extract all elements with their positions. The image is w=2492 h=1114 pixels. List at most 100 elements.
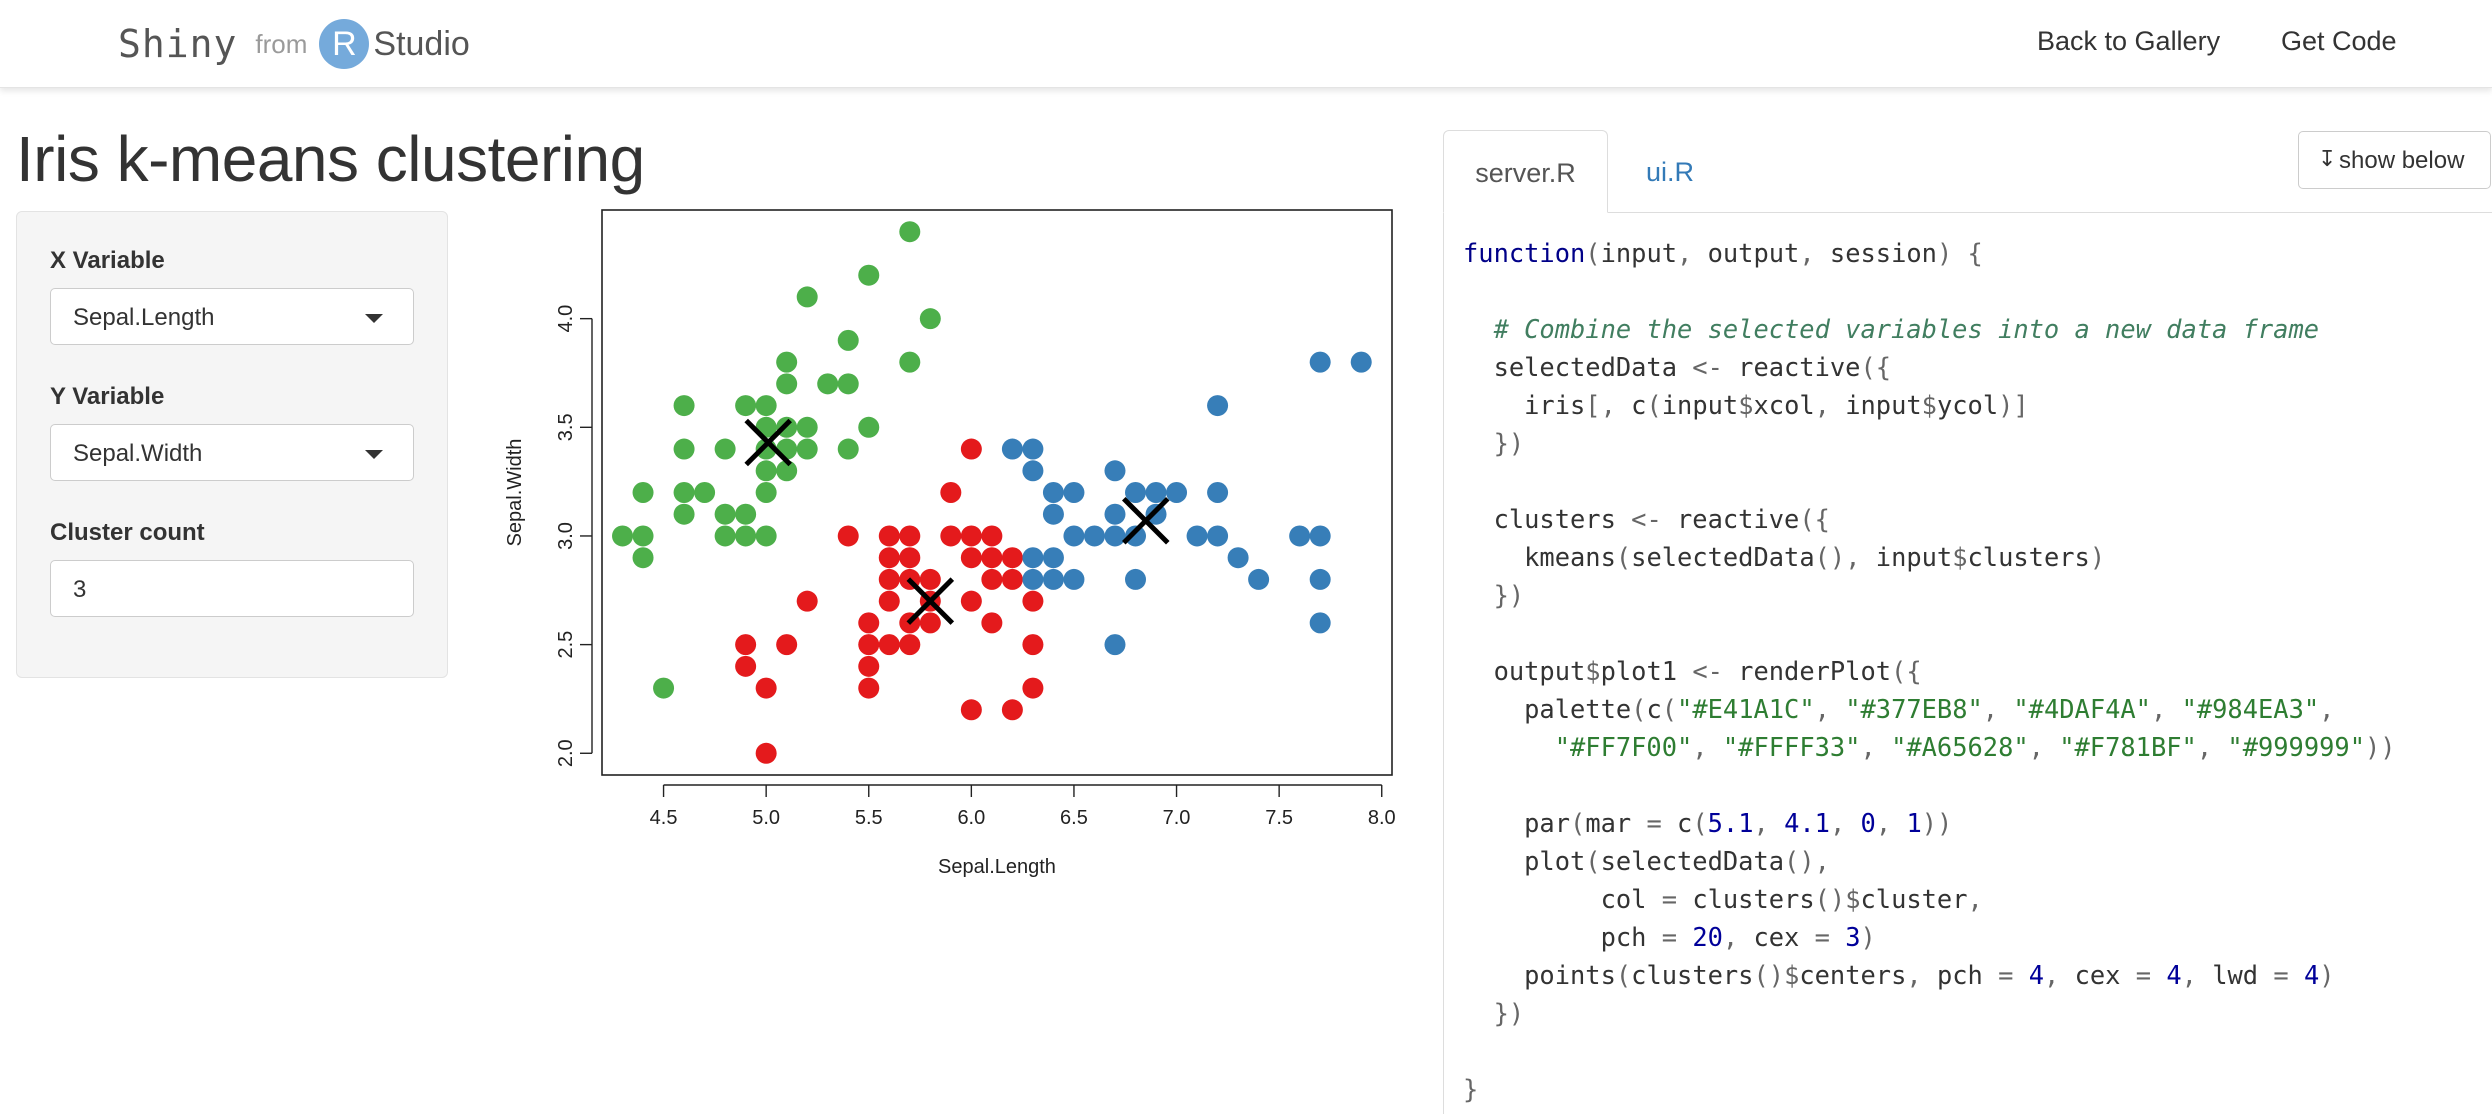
data-point — [1063, 525, 1085, 547]
data-point — [960, 438, 982, 460]
cluster-center-marker — [906, 577, 955, 625]
data-point — [1022, 634, 1044, 656]
data-point — [1207, 525, 1229, 547]
data-point — [714, 525, 736, 547]
data-point — [899, 634, 921, 656]
code-line: par(mar = c(5.1, 4.1, 0, 1)) — [1463, 808, 1953, 838]
data-point — [837, 373, 859, 395]
y-variable-label: Y Variable — [50, 383, 165, 410]
data-point — [735, 655, 757, 677]
data-point — [755, 677, 777, 699]
y-tick-label: 4.0 — [555, 305, 577, 333]
brand-shiny: Shiny — [118, 22, 238, 66]
navbar: Shiny from R Studio Back to Gallery Get … — [0, 0, 2492, 88]
data-point — [1022, 547, 1044, 569]
code-line: pch = 20, cex = 3) — [1463, 922, 1876, 952]
tab-ui-r[interactable]: ui.R — [1610, 130, 1730, 213]
data-point — [755, 482, 777, 503]
data-point — [1166, 482, 1188, 503]
x-tick-label: 7.0 — [1163, 807, 1191, 829]
cluster-count-value: 3 — [73, 576, 87, 603]
data-point — [878, 547, 900, 569]
data-point — [1001, 547, 1023, 569]
data-point — [817, 373, 839, 395]
data-point — [673, 438, 695, 460]
data-point — [673, 482, 695, 503]
data-point — [1001, 438, 1023, 460]
x-variable-value: Sepal.Length — [73, 304, 215, 331]
data-point — [960, 525, 982, 547]
data-point — [858, 655, 880, 677]
x-variable-select[interactable]: Sepal.Length — [50, 288, 414, 345]
code-line — [1463, 614, 2396, 652]
data-point — [632, 525, 654, 547]
data-point — [1125, 525, 1147, 547]
caret-down-icon — [365, 314, 383, 323]
data-point — [899, 547, 921, 569]
data-point — [755, 460, 777, 482]
code-line — [1463, 462, 2396, 500]
x-tick-label: 4.5 — [650, 807, 678, 829]
data-point — [1104, 634, 1126, 656]
data-point — [858, 416, 880, 438]
code-line: }) — [1493, 428, 1525, 458]
data-point — [1022, 677, 1044, 699]
code-line: kmeans(selectedData(), input$clusters) — [1463, 542, 2106, 572]
data-point — [735, 634, 757, 656]
data-point — [1042, 568, 1064, 590]
data-point — [1207, 395, 1229, 417]
shiny-rstudio-logo[interactable]: Shiny from R Studio — [118, 14, 470, 74]
data-point — [796, 286, 818, 308]
data-point — [1022, 590, 1044, 612]
page-title: Iris k-means clustering — [16, 123, 645, 195]
data-point — [1022, 460, 1044, 482]
y-variable-select[interactable]: Sepal.Width — [50, 424, 414, 481]
show-below-button[interactable]: ↧ show below — [2298, 131, 2491, 189]
data-point — [1125, 568, 1147, 590]
tab-server-r[interactable]: server.R — [1443, 130, 1608, 213]
tabs-divider — [1443, 212, 2492, 213]
data-point — [796, 416, 818, 438]
data-point — [1350, 351, 1372, 373]
data-point — [837, 525, 859, 547]
data-point — [899, 221, 921, 243]
x-tick-label: 6.5 — [1060, 807, 1088, 829]
cluster-count-input[interactable]: 3 — [50, 560, 414, 617]
data-point — [796, 438, 818, 460]
data-point — [878, 568, 900, 590]
get-code-link[interactable]: Get Code — [2281, 26, 2397, 56]
back-to-gallery-link[interactable]: Back to Gallery — [2037, 26, 2221, 56]
code-line: col = clusters()$cluster, — [1463, 884, 1983, 914]
tab-server-r-label: server.R — [1475, 158, 1576, 188]
data-point — [858, 677, 880, 699]
show-below-label: show below — [2339, 147, 2465, 174]
kmeans-scatter-plot: 4.5 5.0 5.5 6.0 6.5 7.0 7.5 8.0 2.0 2.5 3.0 3.5 4.0 S… — [504, 209, 1396, 878]
plot-frame — [601, 209, 1393, 776]
code-line: }) — [1493, 580, 1525, 610]
data-point — [735, 503, 757, 525]
x-tick-label: 5.0 — [752, 807, 780, 829]
data-point — [919, 612, 941, 634]
code-line: iris[, c(input$xcol, input$ycol)] — [1463, 390, 2029, 420]
x-axis-title: Sepal.Length — [938, 856, 1056, 878]
data-point — [632, 482, 654, 503]
data-point — [858, 634, 880, 656]
data-point — [1104, 525, 1126, 547]
data-point — [776, 634, 798, 656]
down-arrow-icon: ↧ — [2318, 147, 2337, 172]
cluster-count-label: Cluster count — [50, 519, 205, 546]
code-panel — [1443, 212, 2492, 1114]
code-line — [1463, 272, 2396, 310]
brand-studio: Studio — [373, 24, 470, 63]
data-point — [960, 590, 982, 612]
data-point — [878, 590, 900, 612]
code-line: selectedData <- reactive({ — [1463, 352, 1892, 382]
x-tick-label: 7.5 — [1265, 807, 1293, 829]
data-point — [981, 525, 1003, 547]
data-point — [735, 395, 757, 417]
data-point — [612, 525, 634, 547]
code-line — [1463, 1032, 2396, 1070]
code-line: output$plot1 <- renderPlot({ — [1463, 656, 1922, 686]
data-point — [919, 568, 941, 590]
data-point — [755, 395, 777, 417]
